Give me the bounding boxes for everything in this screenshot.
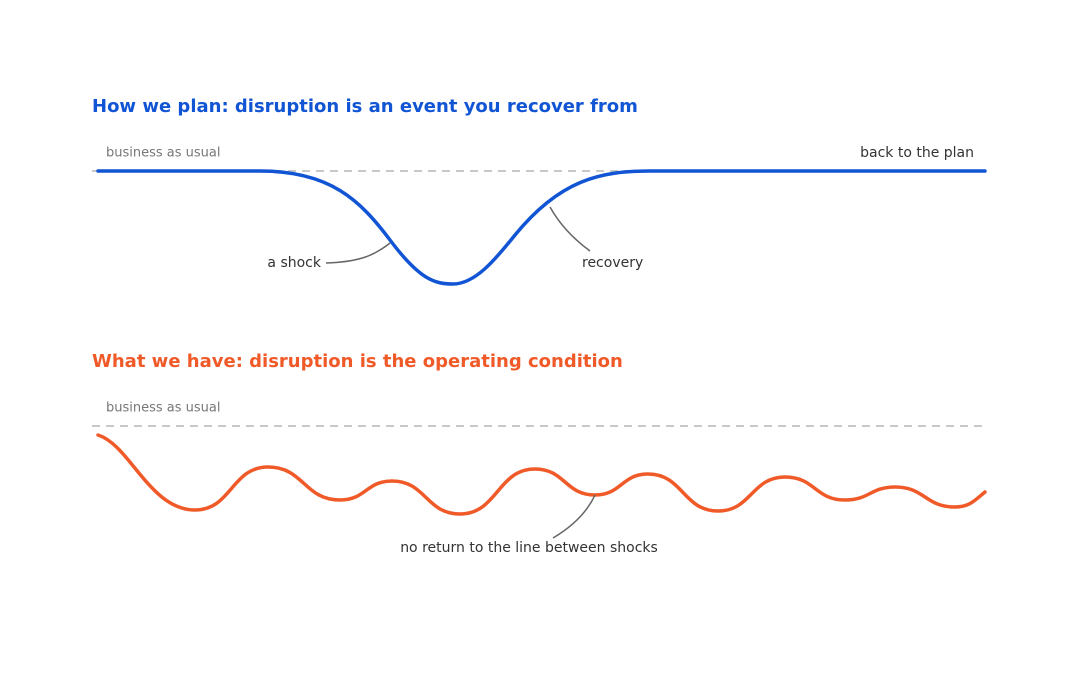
end-label: back to the plan (860, 145, 974, 161)
connector (325, 242, 391, 264)
baseline-label: business as usual (106, 146, 221, 161)
top-title: How we plan: disruption is an event you … (92, 96, 638, 117)
baseline-label: business as usual (106, 401, 221, 416)
shock-label: a shock (267, 255, 321, 271)
connector (552, 494, 596, 539)
connector (549, 206, 591, 252)
reality-curve (96, 433, 987, 516)
note-label: no return to the line between shocks (400, 540, 658, 556)
plan-curve (96, 169, 987, 286)
bottom-title: What we have: disruption is the operatin… (92, 351, 623, 372)
recovery-label: recovery (582, 255, 643, 271)
